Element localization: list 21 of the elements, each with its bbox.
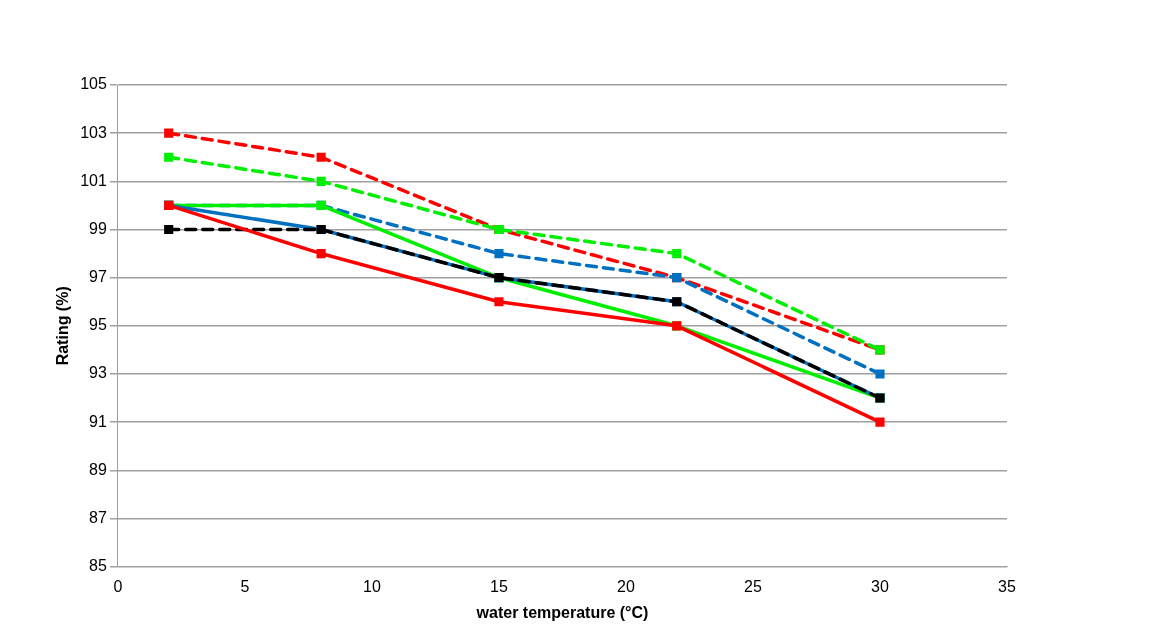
x-tick-label: 10 — [363, 577, 381, 595]
y-tick-label: 93 — [89, 364, 107, 382]
x-tick-label: 0 — [113, 577, 123, 595]
y-tick-label: 105 — [80, 75, 107, 93]
y-tick-label: 95 — [89, 316, 107, 334]
y-tick-label: 87 — [89, 508, 107, 526]
y-tick-label: 103 — [80, 123, 107, 141]
y-tick-label: 101 — [80, 171, 107, 189]
x-tick-label: 30 — [871, 577, 889, 595]
x-tick-label: 25 — [744, 577, 762, 595]
y-tick-label: 89 — [89, 460, 107, 478]
y-tick-label: 97 — [89, 268, 107, 286]
y-tick-label: 91 — [89, 412, 107, 430]
x-tick-label: 20 — [617, 577, 635, 595]
y-tick-label: 85 — [89, 557, 107, 575]
x-tick-label: 5 — [240, 577, 250, 595]
x-tick-label: 35 — [998, 577, 1016, 595]
x-tick-label: 15 — [490, 577, 508, 595]
y-axis-title: Rating (%) — [54, 286, 72, 366]
x-axis-title: water temperature (°C) — [475, 603, 649, 621]
y-tick-label: 99 — [89, 219, 107, 237]
